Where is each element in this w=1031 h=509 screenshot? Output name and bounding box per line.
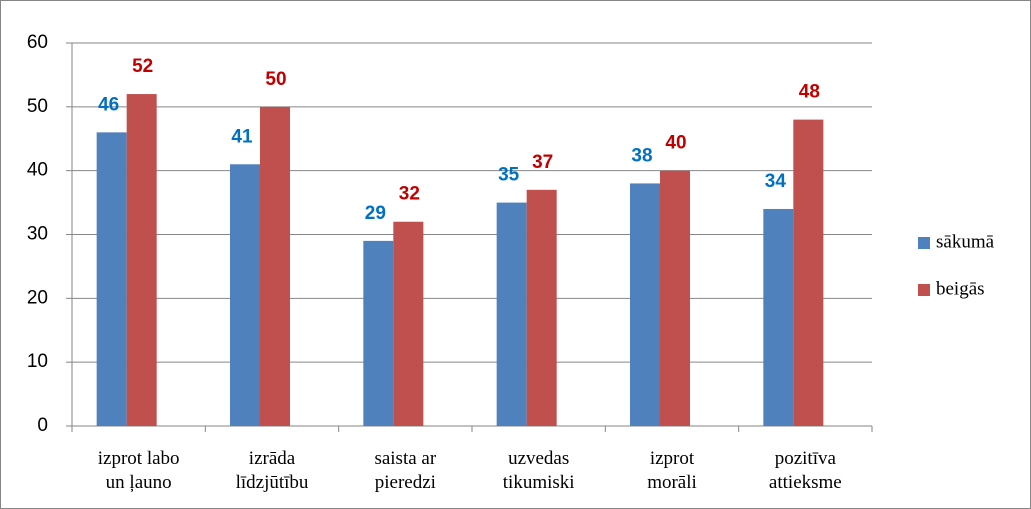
- data-label: 32: [399, 184, 420, 205]
- data-label: 40: [665, 133, 686, 154]
- legend-label: beigās: [936, 278, 985, 299]
- data-label: 35: [498, 165, 520, 186]
- bar: [393, 221, 424, 426]
- data-label: 29: [365, 203, 386, 224]
- data-label: 52: [132, 56, 153, 77]
- data-label: 38: [631, 145, 652, 166]
- bar: [660, 170, 690, 426]
- x-tick-label: uzvedas tikumiski: [503, 448, 575, 493]
- data-label: 34: [765, 171, 787, 192]
- data-label: 37: [532, 152, 553, 173]
- y-tick-label: 10: [27, 351, 48, 372]
- x-tick-label: saista ar pieredzi: [374, 448, 436, 493]
- x-tick-label: izrāda līdzjūtību: [236, 448, 309, 493]
- bar: [793, 119, 824, 426]
- y-tick-label: 30: [27, 224, 48, 245]
- y-tick-label: 20: [27, 287, 48, 308]
- x-tick-label: pozitīva attieksme: [769, 448, 842, 493]
- bar: [496, 202, 527, 426]
- bar: [630, 183, 660, 426]
- y-tick-label: 40: [27, 160, 48, 181]
- y-tick-label: 50: [27, 96, 48, 117]
- data-label: 41: [231, 126, 253, 147]
- bar: [260, 106, 290, 426]
- bar: [96, 132, 127, 426]
- y-tick-label: 60: [27, 32, 48, 53]
- x-tick-label: izprot labo un ļauno: [98, 448, 180, 493]
- data-label: 46: [98, 94, 119, 115]
- data-label: 48: [799, 82, 820, 103]
- legend-label: sākumā: [936, 231, 995, 252]
- legend-swatch: [918, 237, 930, 249]
- x-tick-label: izprot morāli: [647, 448, 697, 493]
- data-label: 50: [265, 69, 286, 90]
- y-tick-label: 0: [37, 415, 48, 436]
- bar: [126, 94, 157, 427]
- bar: [763, 208, 794, 426]
- bar: [526, 189, 557, 426]
- bar: [363, 240, 394, 426]
- bar: [230, 164, 260, 427]
- legend-swatch: [918, 284, 930, 296]
